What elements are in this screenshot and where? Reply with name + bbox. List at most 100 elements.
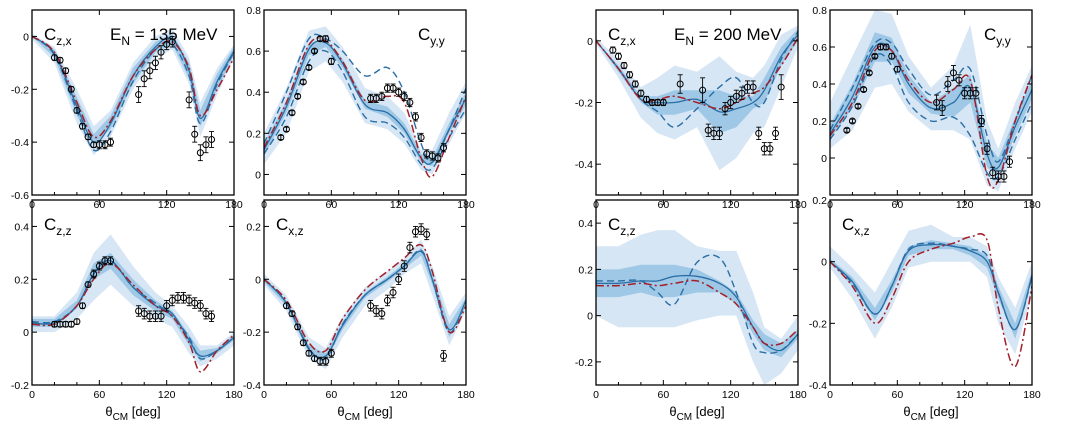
x-tick-label: 60	[891, 389, 903, 401]
data-point	[311, 355, 318, 363]
data-point	[676, 80, 684, 88]
uncertainty-band-outer	[264, 239, 466, 370]
observable-label: Cx,z	[276, 215, 304, 238]
observable-label: Cx,z	[842, 215, 870, 238]
data-point	[704, 126, 712, 134]
data-point	[860, 86, 868, 94]
data-point	[378, 92, 386, 100]
data-point	[755, 129, 763, 137]
uncertainty-band-outer	[596, 230, 798, 385]
data-point	[738, 89, 746, 97]
plot-area	[830, 10, 1032, 192]
energy-label-sub: N	[121, 34, 130, 48]
x-tick-label: 60	[93, 389, 105, 401]
data-point	[151, 59, 159, 67]
energy-label: EN = 200 MeV	[674, 25, 782, 48]
x-axis-label-main: θ	[669, 404, 676, 419]
observable-label: Cz,x	[44, 25, 72, 48]
data-point	[196, 149, 204, 157]
data-point	[185, 96, 193, 104]
data-point	[749, 83, 757, 91]
data-point	[417, 225, 425, 233]
data-point	[168, 38, 176, 46]
observable-label-sub: z,x	[56, 34, 71, 48]
x-axis-label-sub: CM	[345, 412, 361, 423]
x-tick-label: 180	[225, 389, 243, 401]
data-point	[282, 302, 290, 310]
plot-area	[264, 26, 466, 178]
y-tick-label: 0.6	[812, 42, 827, 54]
observable-label-main: C	[44, 25, 56, 44]
data-point	[208, 312, 216, 320]
data-point	[715, 129, 723, 137]
plot-area	[32, 28, 234, 162]
y-tick-label: 0	[587, 36, 593, 48]
data-point	[434, 154, 442, 162]
x-axis-label-sub: CM	[911, 412, 927, 423]
data-point	[140, 310, 148, 318]
data-point	[972, 89, 980, 97]
uncertainty-band-inner	[32, 252, 234, 362]
panel-frame	[263, 199, 467, 386]
data-point	[989, 169, 997, 177]
data-point	[311, 47, 318, 55]
data-point	[440, 144, 448, 152]
panel-frame	[595, 199, 799, 386]
data-point	[277, 133, 285, 141]
energy-label-main: E	[674, 25, 685, 44]
y-tick-label: 0	[255, 169, 261, 181]
x-axis-label: θCM [deg]	[669, 404, 724, 423]
y-tick-label: -0.2	[809, 318, 827, 330]
uncertainty-band-inner	[830, 32, 1032, 177]
observable-label-sub: x,z	[854, 224, 869, 238]
data-point	[157, 48, 165, 56]
y-tick-label: 0.2	[246, 221, 261, 233]
y-tick-label: 0.8	[812, 5, 827, 17]
observable-label-sub: y,y	[996, 34, 1010, 48]
series-line-dash-dot	[596, 37, 798, 110]
data-point	[659, 99, 667, 106]
y-tick-label: 0.4	[246, 87, 261, 99]
data-point	[614, 52, 622, 60]
y-tick-label: 0	[23, 31, 29, 43]
data-point	[699, 86, 707, 94]
data-point	[101, 141, 109, 149]
data-point	[893, 65, 901, 73]
observable-label-main: C	[276, 215, 288, 234]
x-axis-label: θCM [deg]	[105, 404, 160, 423]
x-tick-label: 60	[325, 389, 337, 401]
y-tick-label: -0.4	[575, 159, 593, 171]
data-point	[185, 296, 193, 304]
data-point	[843, 126, 851, 134]
data-point	[73, 318, 81, 326]
data-point	[191, 299, 199, 307]
series-line-dashed	[32, 35, 234, 152]
data-point	[202, 310, 210, 318]
series-line-dashed	[596, 254, 798, 354]
energy-label-value: = 135 MeV	[130, 25, 218, 44]
x-tick-label: 120	[956, 389, 974, 401]
observable-label: Cy,y	[418, 25, 445, 48]
data-point	[84, 133, 92, 141]
observable-label-main: C	[984, 25, 996, 44]
data-point	[423, 230, 431, 238]
x-axis-label-unit: [deg]	[692, 404, 725, 419]
uncertainty-band-inner	[264, 38, 466, 167]
data-point	[727, 99, 735, 106]
panel-frame	[263, 9, 467, 196]
data-point	[208, 136, 216, 143]
data-point	[327, 57, 335, 65]
data-point	[944, 80, 952, 88]
data-point	[383, 296, 391, 304]
panel-p135_cyy: 06012018000.20.40.60.8Cy,y	[246, 5, 475, 211]
series-line-dash-dot	[264, 243, 466, 353]
data-point	[609, 46, 617, 54]
panel-p200_cxz: 0 60 120 180 -0.4 -0.2 0 0.2 Cx,z θCM [deg]	[809, 195, 1041, 423]
data-point	[378, 310, 386, 318]
x-tick-label: 0	[261, 389, 267, 401]
data-point	[933, 99, 941, 106]
data-point	[983, 145, 991, 153]
y-tick-label: -0.6	[11, 190, 29, 202]
data-point	[294, 323, 302, 331]
